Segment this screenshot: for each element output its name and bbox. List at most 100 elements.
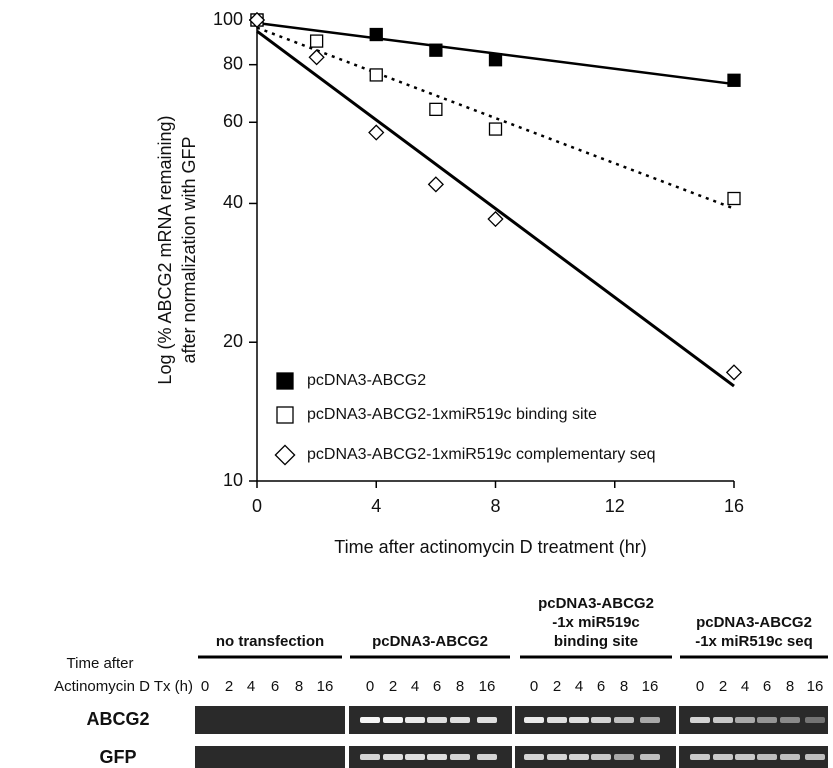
gel-band	[360, 754, 380, 760]
gel-time-label: 4	[575, 678, 583, 695]
y-tick-label: 10	[223, 470, 243, 490]
gel-time-label: 2	[389, 678, 397, 695]
gel-band	[450, 717, 470, 723]
gel-band	[735, 717, 755, 723]
y-tick-label: 20	[223, 331, 243, 351]
gel-band	[780, 717, 800, 723]
gel-time-label: 16	[642, 678, 659, 695]
gel-time-label: 4	[411, 678, 419, 695]
y-tick-label: 80	[223, 53, 243, 73]
gel-band	[757, 717, 777, 723]
gel-time-label: 6	[271, 678, 279, 695]
gel-band	[591, 717, 611, 723]
gel-band	[735, 754, 755, 760]
gel-time-label: 6	[597, 678, 605, 695]
gel-band	[640, 717, 660, 723]
gel-band	[569, 717, 589, 723]
x-tick-label: 4	[371, 496, 381, 516]
marker	[728, 193, 740, 205]
x-tick-label: 12	[605, 496, 625, 516]
gel-band	[757, 754, 777, 760]
gel-band	[713, 717, 733, 723]
gel-band	[547, 754, 567, 760]
marker	[311, 35, 323, 47]
gel-time-label: 4	[247, 678, 255, 695]
gel-group-title: binding site	[554, 633, 638, 650]
gel-time-label: 8	[786, 678, 794, 695]
gel-band	[780, 754, 800, 760]
gel-band	[640, 754, 660, 760]
gel-band	[690, 754, 710, 760]
gel-time-label: 4	[741, 678, 749, 695]
gel-band	[805, 754, 825, 760]
gel-lane-block	[195, 706, 345, 734]
gel-band	[805, 717, 825, 723]
gel-header: Actinomycin D Tx (h)	[54, 678, 193, 695]
gel-band	[477, 754, 497, 760]
marker	[430, 44, 442, 56]
gel-time-label: 2	[719, 678, 727, 695]
gel-band	[405, 754, 425, 760]
y-axis-label: after normalization with GFP	[179, 136, 199, 363]
marker	[429, 177, 443, 191]
gel-lane-block	[195, 746, 345, 768]
gel-group-title: pcDNA3-ABCG2	[696, 614, 812, 631]
gel-band	[360, 717, 380, 723]
gel-time-label: 0	[366, 678, 374, 695]
gel-group-title: pcDNA3-ABCG2	[372, 633, 488, 650]
gel-time-label: 0	[696, 678, 704, 695]
gel-time-label: 2	[225, 678, 233, 695]
gel-band	[524, 754, 544, 760]
gel-time-label: 6	[763, 678, 771, 695]
gel-band	[690, 717, 710, 723]
gel-band	[405, 717, 425, 723]
gel-time-label: 0	[530, 678, 538, 695]
marker	[727, 365, 741, 379]
x-tick-label: 0	[252, 496, 262, 516]
y-tick-label: 60	[223, 111, 243, 131]
gel-row-label: GFP	[99, 747, 136, 767]
gel-band	[713, 754, 733, 760]
y-axis-label: Log (% ABCG2 mRNA remaining)	[155, 115, 175, 384]
gel-time-label: 0	[201, 678, 209, 695]
gel-time-label: 8	[295, 678, 303, 695]
y-tick-label: 40	[223, 192, 243, 212]
gel-band	[614, 754, 634, 760]
figure: 10204060801000481216Time after actinomyc…	[0, 0, 833, 768]
x-tick-label: 16	[724, 496, 744, 516]
gel-band	[591, 754, 611, 760]
legend-marker	[277, 373, 293, 389]
gel-time-label: 8	[620, 678, 628, 695]
legend-marker	[277, 407, 293, 423]
gel-band	[547, 717, 567, 723]
gel-group-title: pcDNA3-ABCG2	[538, 595, 654, 612]
gel-time-label: 16	[807, 678, 824, 695]
legend-label: pcDNA3-ABCG2-1xmiR519c complementary seq	[307, 446, 656, 463]
gel-group-title: -1x miR519c	[552, 614, 640, 631]
gel-band	[427, 717, 447, 723]
marker	[369, 125, 383, 139]
gel-band	[524, 717, 544, 723]
marker	[309, 50, 323, 64]
gel-time-label: 16	[317, 678, 334, 695]
marker	[490, 54, 502, 66]
gel-header: Time after	[67, 655, 134, 672]
marker	[728, 74, 740, 86]
gel-band	[477, 717, 497, 723]
legend-label: pcDNA3-ABCG2	[307, 372, 426, 389]
gel-time-label: 16	[479, 678, 496, 695]
marker	[490, 123, 502, 135]
x-tick-label: 8	[490, 496, 500, 516]
marker	[370, 69, 382, 81]
gel-group-title: no transfection	[216, 633, 324, 650]
gel-band	[450, 754, 470, 760]
marker	[370, 29, 382, 41]
gel-band	[383, 717, 403, 723]
gel-band	[427, 754, 447, 760]
gel-band	[569, 754, 589, 760]
gel-time-label: 8	[456, 678, 464, 695]
legend-marker	[275, 445, 294, 464]
legend-label: pcDNA3-ABCG2-1xmiR519c binding site	[307, 406, 597, 423]
gel-time-label: 6	[433, 678, 441, 695]
gel-row-label: ABCG2	[86, 709, 149, 729]
